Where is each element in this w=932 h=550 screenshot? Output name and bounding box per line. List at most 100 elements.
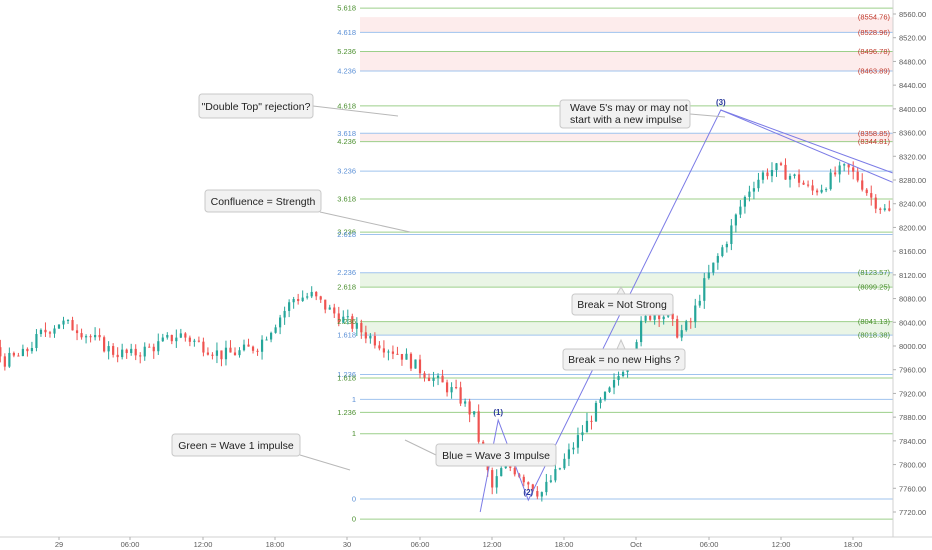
fib-label-1: 4.618 (337, 28, 356, 37)
candle-body-16 (71, 320, 74, 331)
candle-body-193 (870, 193, 873, 198)
fib-label-18: 1.236 (337, 408, 356, 417)
candle-body-178 (802, 182, 805, 185)
candle-body-5 (21, 348, 24, 357)
candle-body-51 (229, 347, 232, 353)
wave-label-0: (1) (493, 408, 503, 417)
candle-body-3 (12, 352, 15, 356)
candle-body-141 (635, 342, 638, 355)
candle-body-98 (441, 375, 444, 383)
candle-body-22 (98, 335, 101, 338)
candle-body-136 (612, 380, 616, 388)
callout-confluence: Confluence = Strength (204, 189, 411, 233)
candle-body-103 (464, 401, 467, 404)
candle-body-154 (694, 305, 697, 323)
candle-body-161 (725, 243, 728, 248)
candle-body-38 (170, 335, 173, 342)
candle-body-121 (545, 481, 548, 493)
candle-body-19 (84, 336, 88, 338)
candle-body-145 (653, 311, 656, 320)
candle-body-104 (468, 401, 471, 415)
callout-break-not-strong-text: Break = Not Strong (577, 299, 667, 311)
candle-body-186 (838, 165, 841, 175)
x-tick-label-5: 06:00 (411, 540, 430, 549)
y-tick-label-12: 8200.00 (899, 223, 926, 232)
candle-body-135 (608, 387, 611, 392)
price-value-label-7: (8099.25) (858, 283, 891, 292)
candle-body-64 (288, 302, 291, 311)
y-tick-label-8: 8040.00 (899, 318, 926, 327)
candle-body-8 (35, 334, 38, 349)
candle-body-43 (193, 340, 196, 342)
candle-body-6 (26, 348, 29, 352)
candle-body-14 (62, 320, 65, 325)
candle-body-192 (865, 189, 868, 194)
wave-label-2: (3) (716, 98, 726, 107)
candle-body-123 (554, 469, 557, 481)
candle-body-72 (324, 299, 327, 310)
candle-body-48 (215, 350, 219, 356)
candle-body-114 (513, 467, 516, 475)
candle-body-36 (161, 337, 164, 342)
candle-body-187 (843, 164, 846, 166)
candle-body-122 (549, 480, 552, 482)
candle-body-84 (378, 345, 381, 349)
candle-body-82 (369, 335, 372, 339)
candle-body-119 (536, 491, 539, 497)
candle-body-194 (874, 197, 877, 209)
candle-body-151 (680, 330, 683, 338)
y-tick-label-7: 8000.00 (899, 342, 926, 351)
candle-body-130 (585, 420, 589, 433)
fib-label-12: 2.618 (337, 283, 356, 292)
candle-body-94 (423, 373, 426, 378)
fib-label-19: 1 (352, 429, 356, 438)
candle-body-21 (94, 335, 97, 338)
candle-body-158 (712, 262, 715, 273)
candle-body-0 (0, 347, 2, 357)
candle-body-1 (3, 356, 6, 367)
candle-body-63 (283, 310, 286, 318)
y-tick-label-17: 8400.00 (899, 105, 926, 114)
y-tick-label-10: 8120.00 (899, 271, 926, 280)
candle-body-77 (346, 316, 349, 318)
candle-body-101 (455, 387, 458, 389)
candle-body-12 (53, 328, 56, 334)
fib-label-6: 4.236 (337, 137, 356, 146)
candle-body-196 (883, 208, 886, 210)
candle-body-137 (617, 376, 620, 381)
x-tick-label-2: 12:00 (194, 540, 213, 549)
price-value-label-3: (8463.89) (858, 66, 891, 75)
candle-body-83 (373, 335, 376, 346)
candle-body-73 (328, 307, 331, 310)
fib-label-7: 3.236 (337, 167, 356, 176)
candle-body-164 (739, 206, 742, 215)
candle-body-47 (211, 354, 214, 356)
candle-body-87 (391, 351, 395, 354)
candle-body-189 (852, 167, 855, 172)
candle-body-42 (188, 337, 191, 342)
candle-body-18 (80, 333, 83, 338)
candle-body-132 (594, 402, 598, 422)
candle-body-31 (139, 355, 142, 357)
candle-body-177 (797, 174, 801, 183)
price-value-label-9: (8018.38) (858, 331, 891, 340)
candle-body-128 (576, 435, 580, 448)
zone-3 (360, 272, 893, 288)
candle-body-93 (418, 359, 422, 374)
candle-body-57 (256, 350, 259, 352)
candle-body-70 (315, 291, 318, 297)
x-tick-label-9: 06:00 (700, 540, 719, 549)
candle-body-105 (473, 411, 476, 415)
candle-body-168 (757, 179, 760, 189)
candle-body-173 (779, 163, 783, 165)
candle-body-53 (238, 350, 241, 356)
callout-green-wave1-text: Green = Wave 1 impulse (178, 440, 294, 452)
x-tick-label-3: 18:00 (266, 540, 285, 549)
price-value-label-2: (8496.78) (858, 47, 891, 56)
candle-body-68 (306, 296, 309, 298)
candle-body-20 (89, 336, 92, 338)
candle-body-95 (427, 377, 431, 381)
candle-body-55 (247, 344, 250, 347)
candle-body-169 (761, 172, 765, 180)
